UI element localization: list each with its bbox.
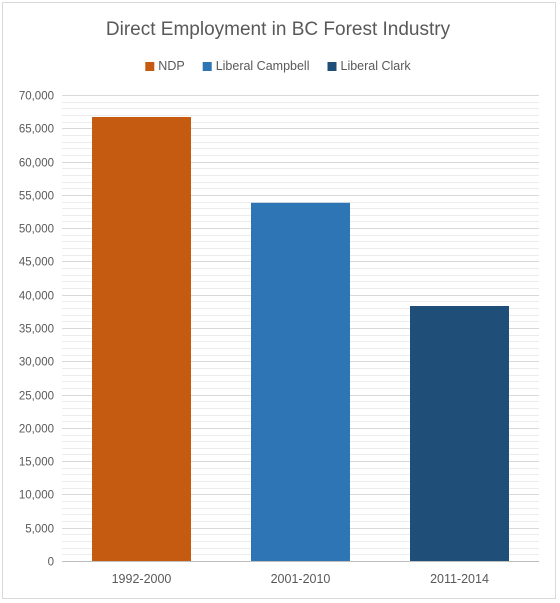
y-tick-label: 20,000: [19, 424, 54, 436]
y-tick-label: 5,000: [25, 524, 54, 536]
bar-liberal-campbell: [251, 202, 350, 562]
y-tick-label: 70,000: [19, 91, 54, 103]
legend-label: Liberal Campbell: [216, 59, 310, 73]
x-category-label: 2011-2014: [430, 572, 489, 586]
y-tick-label: 35,000: [19, 324, 54, 336]
y-tick-label: 40,000: [19, 291, 54, 303]
chart-title: Direct Employment in BC Forest Industry: [106, 19, 451, 40]
x-axis-category-labels: 1992-2000 2001-2010 2011-2014: [112, 572, 489, 586]
bar-ndp: [92, 117, 191, 561]
y-tick-label: 25,000: [19, 391, 54, 403]
y-tick-label: 45,000: [19, 257, 54, 269]
x-category-label: 2001-2010: [271, 572, 331, 586]
y-tick-label: 60,000: [19, 158, 54, 170]
chart-legend: NDP Liberal Campbell Liberal Clark: [145, 59, 411, 73]
y-tick-label: 50,000: [19, 224, 54, 236]
y-tick-label: 10,000: [19, 490, 54, 502]
bars: [92, 117, 509, 562]
legend-swatch: [202, 62, 212, 71]
y-tick-label: 55,000: [19, 191, 54, 203]
legend-swatch: [327, 62, 337, 71]
legend-label: Liberal Clark: [341, 59, 412, 73]
legend-label: NDP: [158, 59, 184, 73]
y-tick-label: 15,000: [19, 457, 54, 469]
y-tick-label: 0: [48, 557, 54, 569]
y-tick-label: 65,000: [19, 124, 54, 136]
bar-liberal-clark: [410, 306, 509, 561]
y-tick-label: 30,000: [19, 357, 54, 369]
x-category-label: 1992-2000: [112, 572, 172, 586]
legend-swatch: [145, 62, 155, 71]
y-axis-tick-labels: 0 5,000 10,000 15,000 20,000 25,000 30,000 35,0…: [19, 91, 54, 569]
